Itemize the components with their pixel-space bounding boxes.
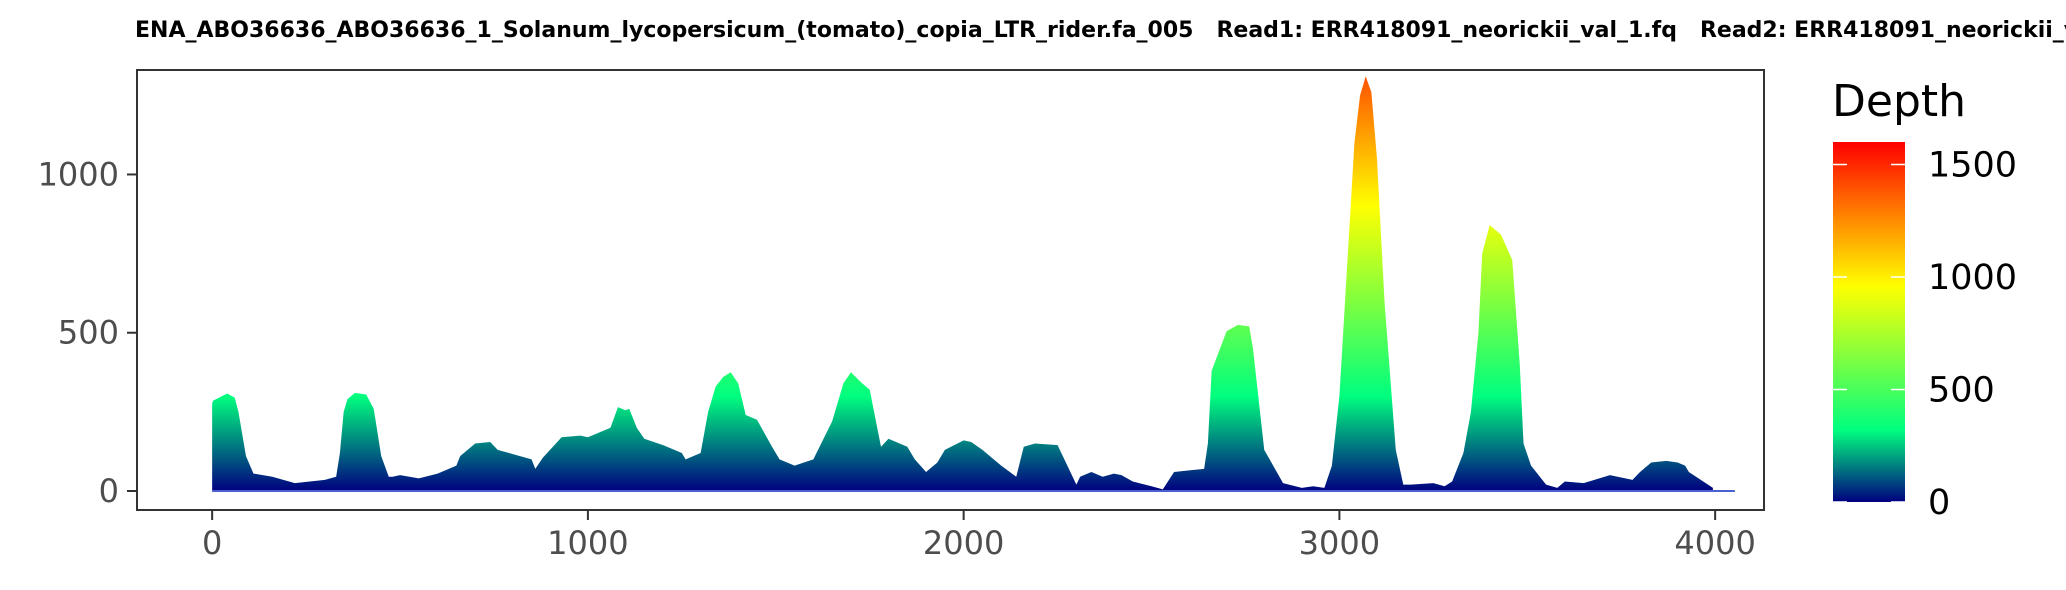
colorbar-ticks: 0 500 1000 1500 [1833, 146, 2017, 523]
x-axis: 0 1000 2000 3000 4000 [202, 510, 1756, 562]
colorbar-tick-label: 1500 [1928, 146, 2017, 186]
depth-colorbar-legend: Depth 0 500 1000 1500 [1832, 76, 2017, 523]
y-tick-label: 0 [99, 472, 119, 510]
y-tick-label: 500 [58, 314, 119, 352]
x-tick-label: 4000 [1674, 524, 1755, 562]
depth-area [212, 76, 1713, 492]
colorbar-tick-label: 0 [1928, 483, 1950, 523]
x-tick-label: 2000 [923, 524, 1004, 562]
chart-title: ENA_ABO36636_ABO36636_1_Solanum_lycopers… [135, 18, 2066, 43]
x-tick-label: 1000 [547, 524, 628, 562]
x-tick-label: 0 [202, 524, 222, 562]
colorbar-tick-label: 500 [1928, 371, 1995, 411]
colorbar-tick-label: 1000 [1928, 258, 2017, 298]
colorbar [1833, 142, 1905, 502]
legend-title: Depth [1832, 76, 1966, 127]
y-tick-label: 1000 [38, 155, 119, 193]
area-layer [212, 76, 1735, 493]
x-tick-label: 3000 [1299, 524, 1380, 562]
y-axis: 0 500 1000 [38, 155, 137, 510]
